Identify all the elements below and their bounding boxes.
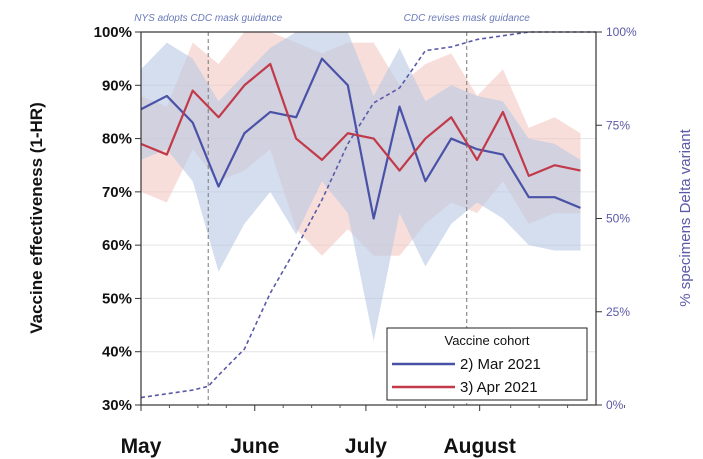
y2-axis-label: % specimens Delta variant — [677, 128, 694, 306]
series-line — [140, 57, 581, 220]
series-lines — [140, 31, 596, 399]
legend-label-mar: 2) Mar 2021 — [460, 356, 541, 373]
series-line — [140, 62, 581, 177]
x-tick-label: July — [345, 435, 387, 458]
event-annotation: CDC revises mask guidance — [404, 13, 531, 24]
legend: Vaccine cohort 2) Mar 2021 3) Apr 2021 — [386, 327, 588, 401]
legend-label-apr: 3) Apr 2021 — [460, 379, 538, 396]
y-tick-label: 100% — [94, 24, 132, 41]
delta-variant-line — [140, 31, 596, 399]
y-tick-label: 70% — [102, 184, 132, 201]
y-axis-ticks: 30% 40% 50% 60% 70% 80% 90% 100% — [94, 24, 141, 414]
y2-tick-label: 75% — [606, 118, 630, 132]
ci-band — [141, 32, 581, 342]
y-tick-label: 90% — [102, 77, 132, 94]
x-axis-ticks: May June July August — [121, 405, 625, 458]
y-tick-label: 60% — [102, 237, 132, 254]
event-annotation: NYS adopts CDC mask guidance — [134, 13, 282, 24]
y-tick-label: 50% — [102, 290, 132, 307]
y2-tick-label: 0% — [606, 398, 624, 412]
x-tick-label: May — [121, 435, 162, 458]
annotations: NYS adopts CDC mask guidance CDC revises … — [134, 13, 530, 24]
confidence-bands — [141, 32, 581, 342]
plot-area: May June July August 30% 40% 50% 60% 70% 80% 90% 1… — [94, 13, 637, 458]
y2-axis-ticks: 0% 25% 50% 75% 100% — [596, 25, 637, 412]
y-tick-label: 40% — [102, 344, 132, 361]
x-tick-label: June — [230, 435, 279, 458]
y2-tick-label: 50% — [606, 212, 630, 226]
y-axis-label: Vaccine effectiveness (1-HR) — [27, 102, 46, 334]
legend-title: Vaccine cohort — [444, 333, 529, 348]
y-tick-label: 30% — [102, 397, 132, 414]
y2-tick-label: 25% — [606, 305, 630, 319]
x-tick-label: August — [444, 435, 516, 458]
y2-tick-label: 100% — [606, 25, 637, 39]
y-tick-label: 80% — [102, 131, 132, 148]
